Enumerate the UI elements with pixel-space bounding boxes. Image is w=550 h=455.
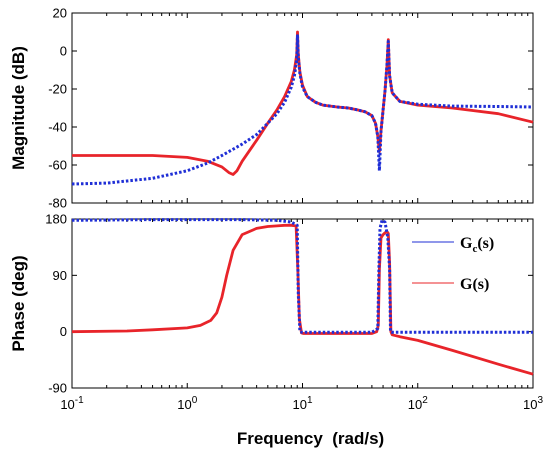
magnitude-series-gc (71, 34, 534, 186)
phase-y-axis-label: Phase (deg) (9, 255, 28, 351)
phase-x-tick-label: 100 (177, 395, 197, 412)
phase-x-tick-label: 102 (408, 395, 428, 412)
legend-gc-label: Gc(s) (460, 235, 494, 255)
legend-gc-tail: (s) (477, 235, 494, 252)
phase-series-gc (71, 218, 533, 334)
frequency-x-axis-label: Frequency (rad/s) (237, 429, 384, 448)
phase-y-tick-label: 0 (60, 324, 67, 339)
legend: Gc(s) G(s) (412, 235, 494, 293)
magnitude-y-tick-label: 20 (53, 6, 67, 21)
magnitude-y-tick-label: -40 (48, 120, 67, 135)
magnitude-y-tick-label: -60 (48, 158, 67, 173)
phase-x-tick-label: 101 (292, 395, 312, 412)
magnitude-ticks: 20 0 -20 -40 -60 -80 (48, 6, 533, 211)
legend-gc-main: G (460, 235, 473, 252)
magnitude-y-axis-label: Magnitude (dB) (9, 46, 28, 170)
phase-y-tick-label: -90 (48, 381, 67, 396)
magnitude-y-tick-label: 0 (60, 44, 67, 59)
phase-y-tick-label: 180 (45, 212, 67, 227)
phase-x-tick-label: 103 (523, 395, 543, 412)
legend-g-label: G(s) (460, 276, 489, 293)
magnitude-series (71, 30, 534, 186)
magnitude-y-tick-label: -20 (48, 82, 67, 97)
phase-series (71, 218, 534, 376)
phase-x-tick-label: 10-1 (60, 395, 84, 412)
phase-y-tick-label: 90 (53, 268, 67, 283)
magnitude-panel: 20 0 -20 -40 -60 -80 Magnitude (dB) (9, 6, 534, 211)
legend-gc-subscript: c (472, 243, 477, 255)
magnitude-y-tick-label: -80 (48, 196, 67, 211)
